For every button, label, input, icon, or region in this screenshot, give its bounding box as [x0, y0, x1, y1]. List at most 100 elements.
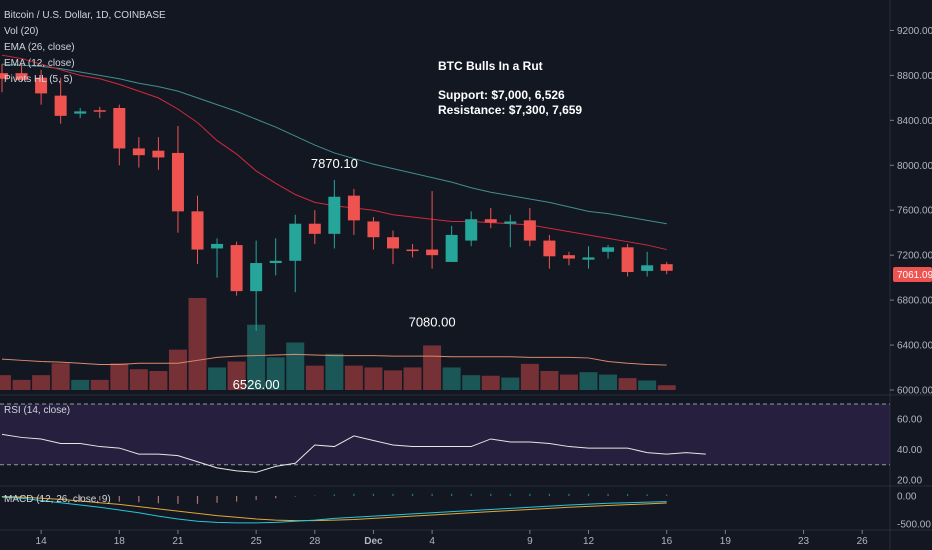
- study-vol[interactable]: Vol (20): [4, 26, 38, 37]
- macd-tick-label: -500.00: [897, 520, 931, 531]
- volume-bar: [657, 385, 676, 390]
- macd-histogram-bar: [157, 496, 159, 504]
- annotation-support: Support: $7,000, 6,526: [438, 88, 565, 102]
- volume-bar: [481, 375, 500, 390]
- price-tick-label: 7600.00: [897, 206, 932, 217]
- axes: 6000.00 6400.00 6800.00 7200.00 7600.00 8000.…: [36, 26, 932, 547]
- macd-histogram-bar: [646, 494, 648, 496]
- time-tick-label: 12: [583, 536, 595, 547]
- macd-signal-line: [1, 496, 667, 522]
- volume-bar: [149, 371, 168, 390]
- volume-bar: [423, 345, 442, 390]
- candlesticks[interactable]: [0, 64, 673, 331]
- rsi-tick-label: 60.00: [897, 415, 922, 426]
- macd-histogram-bar: [79, 496, 81, 500]
- time-tick-label: 25: [251, 536, 263, 547]
- candle-body: [484, 219, 497, 223]
- time-tick-label: 21: [172, 536, 184, 547]
- study-ema12[interactable]: EMA (12, close): [4, 58, 75, 69]
- volume-bar: [559, 374, 578, 390]
- price-tick-label: 8000.00: [897, 161, 932, 172]
- time-tick-label: 26: [857, 536, 869, 547]
- annotation-title: BTC Bulls In a Rut: [438, 59, 543, 73]
- candle-body: [171, 152, 184, 212]
- volume-bar: [540, 371, 559, 390]
- macd-histogram-bar: [529, 493, 531, 496]
- macd-histogram-bar: [99, 496, 101, 501]
- volume-bar: [286, 342, 305, 390]
- rsi-label[interactable]: RSI (14, close): [4, 405, 70, 416]
- price-tick-label: 8400.00: [897, 116, 932, 127]
- macd-histogram-bar: [372, 493, 375, 496]
- macd-line: [1, 496, 667, 524]
- rsi-pane[interactable]: [0, 403, 890, 473]
- volume-bar: [188, 297, 207, 390]
- candle-body: [230, 245, 243, 292]
- candle-body: [54, 95, 67, 116]
- candle-body: [602, 247, 615, 252]
- macd-histogram-bar: [666, 494, 668, 496]
- time-tick-label: Dec: [364, 536, 383, 547]
- candle-body: [211, 243, 224, 249]
- candle-body: [504, 221, 517, 224]
- candle-body: [426, 249, 439, 256]
- macd-histogram-bar: [353, 493, 355, 496]
- study-pivots[interactable]: Pivots HL (5, 5): [4, 74, 73, 85]
- macd-pane[interactable]: [1, 493, 668, 524]
- macd-histogram-bar: [1, 496, 3, 497]
- volume-bar: [12, 379, 31, 390]
- candle-body: [152, 150, 165, 158]
- last-price-value: 7061.09: [897, 270, 932, 281]
- macd-histogram-bar: [431, 493, 433, 496]
- candle-body: [113, 107, 126, 149]
- candle-body: [93, 110, 106, 112]
- volume-bar: [305, 365, 324, 390]
- volume-bar: [618, 378, 637, 390]
- macd-histogram-bar: [118, 496, 120, 502]
- volume-bar: [90, 379, 109, 390]
- candle-body: [582, 257, 595, 260]
- candle-body: [35, 77, 48, 94]
- time-tick-label: 4: [429, 536, 435, 547]
- candle-body: [660, 264, 673, 271]
- volume-bar: [462, 375, 481, 390]
- macd-histogram-bar: [177, 496, 179, 504]
- macd-histogram-bar: [451, 493, 453, 496]
- macd-histogram-bar: [509, 493, 511, 496]
- macd-histogram-bar: [294, 496, 296, 497]
- candle-body: [289, 223, 302, 261]
- candle-body: [250, 263, 263, 292]
- volume-bar: [599, 374, 618, 390]
- volume-bar: [325, 353, 344, 390]
- ema26-line: [1, 63, 667, 225]
- macd-histogram-bar: [236, 496, 238, 502]
- candle-body: [465, 219, 478, 241]
- time-tick-label: 23: [798, 536, 810, 547]
- price-tick-label: 8800.00: [897, 71, 932, 82]
- price-tick-label: 9200.00: [897, 26, 932, 37]
- rsi-band: [0, 404, 890, 465]
- macd-histogram-bar: [333, 494, 335, 496]
- volume-bar: [168, 349, 187, 390]
- candle-body: [347, 195, 360, 221]
- study-ema26[interactable]: EMA (26, close): [4, 42, 75, 53]
- macd-histogram-bar: [392, 493, 394, 496]
- volume-bar: [71, 379, 90, 390]
- candle-body: [543, 240, 556, 257]
- volume-bar: [0, 375, 11, 390]
- candle-body: [269, 260, 282, 264]
- macd-histogram-bar: [607, 493, 609, 496]
- price-tick-label: 7200.00: [897, 251, 932, 262]
- macd-label[interactable]: MACD (12, 26, close, 9): [4, 494, 111, 505]
- candle-body: [328, 196, 341, 234]
- volume-bar: [364, 367, 383, 390]
- volume-bar: [403, 367, 422, 390]
- macd-tick-label: 0.00: [897, 492, 917, 503]
- symbol-title[interactable]: Bitcoin / U.S. Dollar, 1D, COINBASE: [4, 10, 166, 21]
- rsi-tick-label: 20.00: [897, 476, 922, 487]
- macd-histogram-bar: [216, 496, 218, 503]
- volume-bar: [344, 365, 363, 390]
- time-tick-label: 9: [527, 536, 533, 547]
